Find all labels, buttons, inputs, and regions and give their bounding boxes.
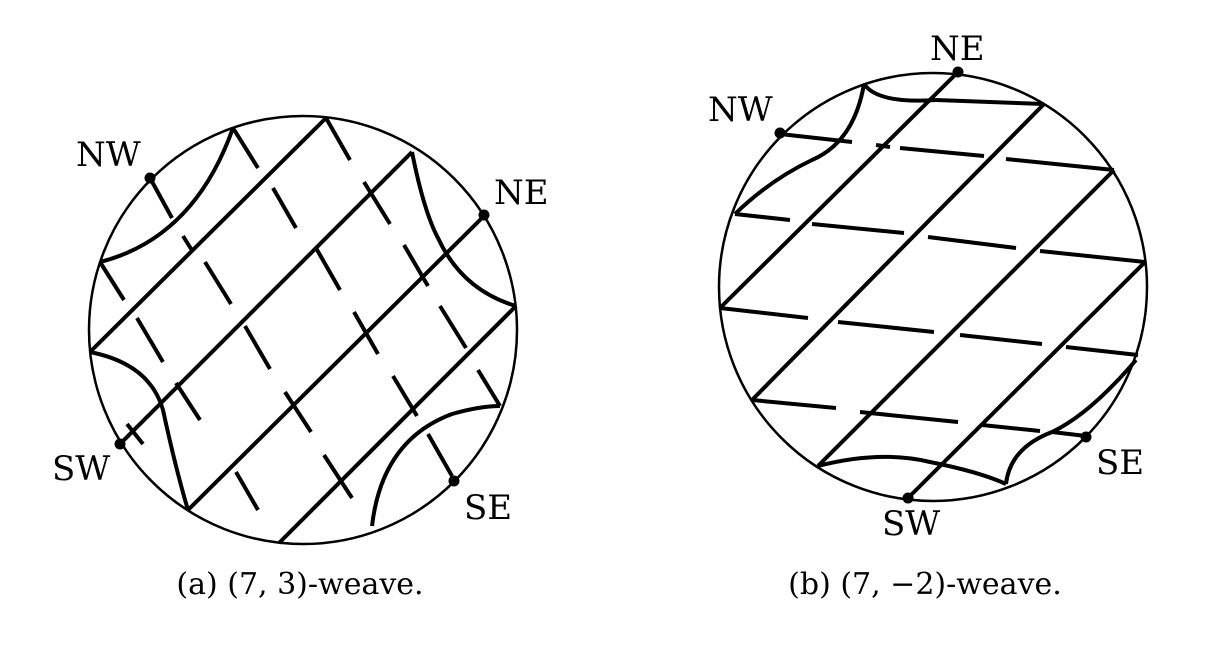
panel-a-under-segment bbox=[150, 178, 172, 218]
panel-a-under-segment bbox=[183, 236, 193, 252]
panel-a-under-segment bbox=[440, 306, 466, 348]
panel-a-under-segment bbox=[354, 312, 378, 354]
panel-b-under-segment bbox=[812, 224, 904, 233]
panel-a-label-ne: NE bbox=[494, 173, 549, 213]
panel-b-arc bbox=[818, 457, 1006, 484]
panel-b-under-segment bbox=[876, 145, 890, 147]
panel-b-under-segment bbox=[838, 322, 934, 332]
panel-a: NW NE SW SE (a) (7, 3)-weave. bbox=[52, 116, 549, 602]
panel-b-nw-point bbox=[775, 128, 786, 139]
panel-b-under-segment bbox=[900, 148, 984, 156]
panel-b-label-sw: SW bbox=[882, 504, 940, 544]
panel-a-caption: (a) (7, 3)-weave. bbox=[176, 567, 423, 602]
panel-a-under-strands bbox=[100, 118, 500, 510]
panel-b-se-point bbox=[1081, 432, 1092, 443]
panel-b-under-segment bbox=[936, 100, 1044, 104]
panel-a-under-segment bbox=[233, 128, 258, 168]
panel-b-under-segment bbox=[1066, 347, 1138, 355]
panel-a-under-segment bbox=[326, 118, 350, 160]
panel-a-label-sw: SW bbox=[52, 449, 110, 489]
panel-b-under-segment bbox=[720, 308, 808, 318]
panel-b-label-se: SE bbox=[1096, 443, 1144, 483]
panel-a-under-segment bbox=[428, 434, 452, 476]
panel-a-label-se: SE bbox=[464, 488, 512, 528]
panel-b-under-segment bbox=[860, 412, 958, 422]
panel-b-sw-point bbox=[903, 493, 914, 504]
panel-a-under-segment bbox=[100, 262, 124, 300]
panel-a-under-segment bbox=[404, 245, 428, 286]
panel-a-sw-point bbox=[115, 439, 126, 450]
panel-a-under-segment bbox=[393, 376, 417, 416]
panel-b-under-strands bbox=[720, 100, 1145, 436]
panel-a-under-segment bbox=[478, 370, 500, 406]
panel-b-under-segment bbox=[960, 335, 1042, 344]
panel-a-under-segment bbox=[273, 188, 296, 228]
panel-b-under-segment bbox=[982, 425, 1040, 431]
panel-b-arcs bbox=[735, 84, 1136, 484]
panel-a-ne-point bbox=[479, 210, 490, 221]
panel-b: NW NE SW SE (b) (7, −2)-weave. bbox=[708, 29, 1147, 602]
panel-a-under-segment bbox=[176, 383, 200, 420]
panel-b-caption: (b) (7, −2)-weave. bbox=[788, 567, 1062, 602]
panel-a-over-strand bbox=[120, 152, 412, 444]
panel-a-under-segment bbox=[205, 262, 231, 304]
panel-b-label-ne: NE bbox=[930, 29, 985, 69]
panel-a-under-segment bbox=[245, 326, 270, 369]
panel-b-arc bbox=[864, 84, 936, 101]
panel-b-under-segment bbox=[735, 214, 790, 220]
panel-b-under-segment bbox=[928, 237, 1016, 248]
panel-b-over-strand bbox=[752, 104, 1044, 400]
panel-a-under-segment bbox=[316, 248, 340, 290]
panel-b-under-segment bbox=[1006, 159, 1114, 170]
panel-b-label-nw: NW bbox=[708, 90, 773, 130]
panel-a-label-nw: NW bbox=[76, 135, 141, 175]
panel-a-under-segment bbox=[137, 318, 163, 362]
panel-a-under-segment bbox=[236, 472, 258, 510]
panel-b-under-segment bbox=[1040, 251, 1145, 262]
panel-a-over-strand bbox=[188, 214, 486, 510]
panel-b-under-segment bbox=[752, 400, 836, 408]
panel-a-nw-point bbox=[145, 173, 156, 184]
panel-a-se-point bbox=[449, 476, 460, 487]
